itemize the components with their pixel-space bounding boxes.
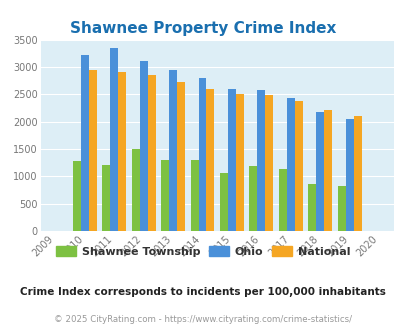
Bar xyxy=(177,82,185,231)
Text: Crime Index corresponds to incidents per 100,000 inhabitants: Crime Index corresponds to incidents per… xyxy=(20,287,385,297)
Bar xyxy=(89,70,96,231)
Bar xyxy=(337,185,345,231)
Bar xyxy=(198,79,206,231)
Legend: Shawnee Township, Ohio, National: Shawnee Township, Ohio, National xyxy=(51,242,354,261)
Bar xyxy=(131,149,139,231)
Bar xyxy=(220,173,227,231)
Bar xyxy=(81,55,89,231)
Bar xyxy=(147,75,155,231)
Bar xyxy=(102,165,110,231)
Bar xyxy=(110,48,118,231)
Bar xyxy=(118,72,126,231)
Bar xyxy=(278,169,286,231)
Bar xyxy=(139,61,147,231)
Bar xyxy=(190,160,198,231)
Bar xyxy=(206,89,214,231)
Bar xyxy=(72,161,81,231)
Bar xyxy=(227,89,235,231)
Text: Shawnee Property Crime Index: Shawnee Property Crime Index xyxy=(70,21,335,36)
Bar xyxy=(168,70,177,231)
Bar xyxy=(286,98,294,231)
Bar xyxy=(307,184,315,231)
Bar xyxy=(161,160,168,231)
Bar xyxy=(257,90,265,231)
Bar xyxy=(353,115,361,231)
Bar xyxy=(235,94,243,231)
Bar xyxy=(324,110,331,231)
Bar xyxy=(294,101,302,231)
Bar xyxy=(345,119,353,231)
Bar xyxy=(265,95,273,231)
Bar xyxy=(315,112,324,231)
Bar xyxy=(249,166,257,231)
Text: © 2025 CityRating.com - https://www.cityrating.com/crime-statistics/: © 2025 CityRating.com - https://www.city… xyxy=(54,315,351,324)
